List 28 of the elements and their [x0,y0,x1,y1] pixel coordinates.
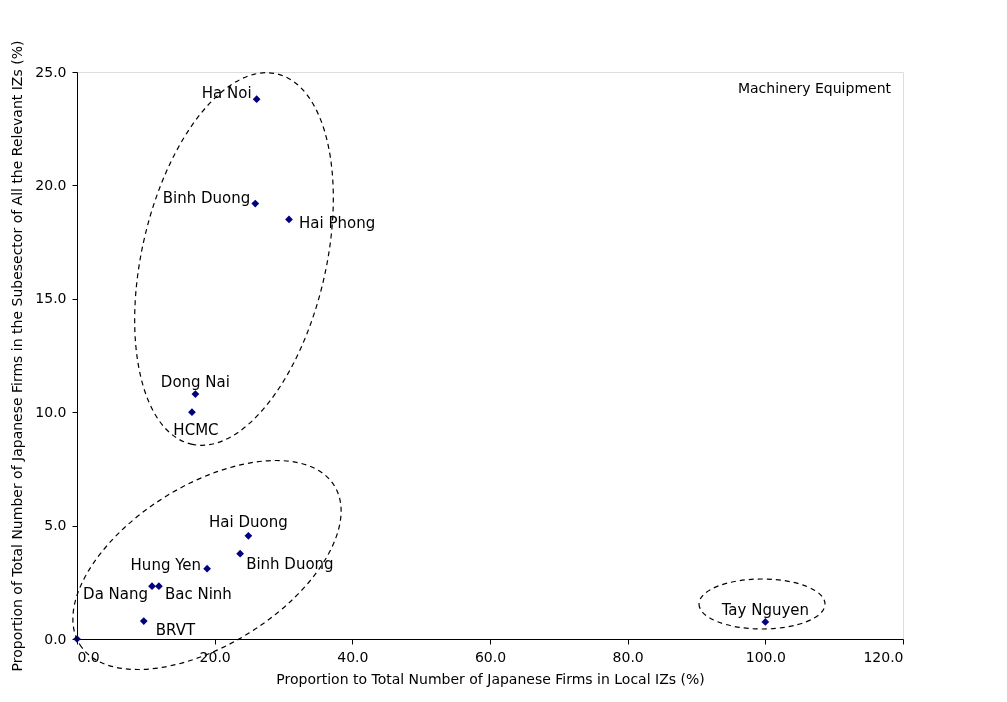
annotation: Machinery Equipment [737,80,892,96]
annotation: Da Nang [83,585,149,604]
y-tick-label: 5.0 [44,517,67,534]
y-axis-title: Proportion of Total Number of Japanese Firms in the Subesector of All the Relevant IZs (%) [9,40,26,672]
annotation: BRVT [155,621,196,640]
y-tick-label: 10.0 [35,403,67,420]
x-tick-label: 0.0 [77,648,100,665]
annotation: Hai Phong [299,214,376,233]
x-tick-label: 100.0 [745,648,786,665]
x-tick-label: 40.0 [337,648,369,665]
annotation: Hung Yen [130,555,202,574]
x-tick-label: 60.0 [474,648,507,665]
annotation: Tay Nguyen [720,600,810,619]
x-tick-label: 120.0 [863,648,904,665]
annotation: HCMC [173,421,219,440]
x-tick-label: 80.0 [612,648,644,665]
annotation: Binh Duong [246,554,334,573]
y-tick-label: 20.0 [35,176,67,193]
annotation: Binh Duong [162,188,251,207]
annotation: Hai Duong [209,512,288,531]
x-axis-title: Proportion to Total Number of Japanese Firms in Local IZs (%) [276,670,705,687]
y-tick-label: 25.0 [35,63,67,80]
annotation: Bac Ninh [164,585,232,604]
y-tick-label: 15.0 [35,290,67,307]
x-tick-label: 20.0 [199,648,231,665]
annotation: Ha Noi [201,84,252,103]
annotation: Dong Nai [160,373,230,392]
y-tick-label: 0.0 [44,630,67,647]
